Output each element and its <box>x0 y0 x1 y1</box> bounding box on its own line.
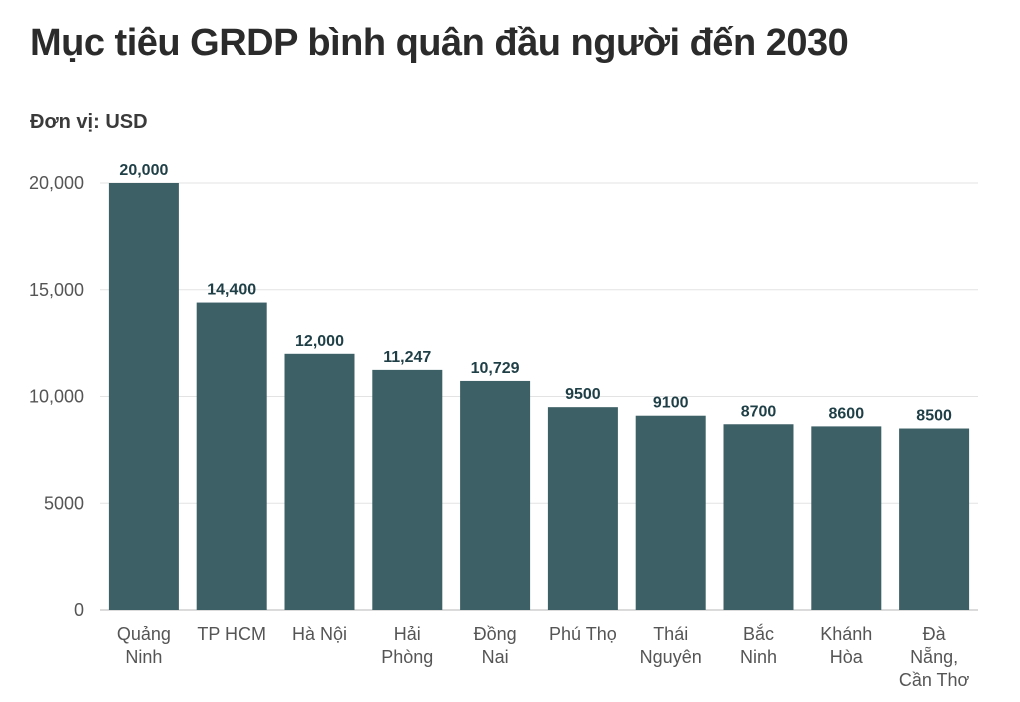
unit-label: Đơn vị: USD <box>30 111 148 133</box>
data-label: 8700 <box>741 403 777 420</box>
bar <box>284 353 355 610</box>
x-tick-label: Đà Nẵng, Cần Thơ <box>899 624 970 690</box>
chart-title: Mục tiêu GRDP bình quân đầu người đến 20… <box>30 22 849 64</box>
bar <box>811 426 882 610</box>
bar <box>196 302 267 610</box>
x-tick-label: Phú Thọ <box>549 624 617 644</box>
bar <box>635 415 706 610</box>
data-label: 9500 <box>565 386 601 403</box>
data-label: 12,000 <box>295 333 344 350</box>
bar <box>723 424 794 610</box>
x-tick-label: Thái Nguyên <box>640 624 702 667</box>
x-tick-label: Quảng Ninh <box>117 624 171 667</box>
x-tick-label: Hà Nội <box>292 624 347 644</box>
bar <box>108 183 179 610</box>
y-tick-label: 5000 <box>44 493 84 513</box>
y-tick-label: 15,000 <box>29 280 84 300</box>
bar <box>899 428 970 610</box>
data-label: 8600 <box>829 405 865 422</box>
y-tick-label: 0 <box>74 600 84 620</box>
bars <box>108 183 970 610</box>
data-label: 14,400 <box>207 282 256 299</box>
x-tick-label: Đồng Nai <box>474 624 517 667</box>
bar <box>372 369 443 610</box>
y-tick-label: 10,000 <box>29 387 84 407</box>
x-axis-ticks: Quảng Ninh TP HCM Hà Nội Hải Phòng Đồng Nai Phú … <box>117 623 970 690</box>
data-label: 11,247 <box>383 349 431 366</box>
data-label: 9100 <box>653 395 689 412</box>
x-tick-label: TP HCM <box>197 624 266 644</box>
data-label: 10,729 <box>471 360 520 377</box>
bar <box>460 380 531 610</box>
data-label: 20,000 <box>119 162 168 179</box>
bar <box>547 407 618 610</box>
data-labels: 20,000 14,400 12,000 11,247 10,729 9500 9100 87… <box>119 162 952 425</box>
x-tick-label: Hải Phòng <box>381 624 433 667</box>
y-tick-label: 20,000 <box>29 173 84 193</box>
y-axis-ticks: 0 5000 10,000 15,000 20,000 <box>29 173 84 620</box>
data-label: 8500 <box>916 408 952 425</box>
x-tick-label: Khánh Hòa <box>820 624 872 667</box>
x-tick-label: Bắc Ninh <box>740 623 777 667</box>
